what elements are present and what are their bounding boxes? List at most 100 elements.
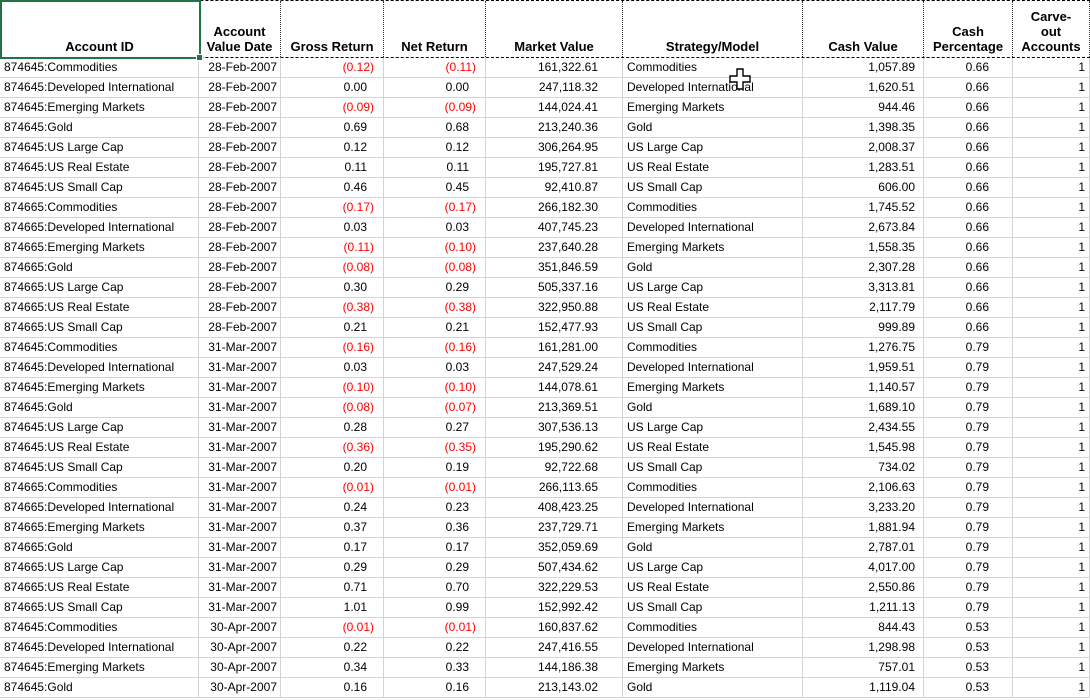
- cell-market_value[interactable]: 306,264.95: [486, 138, 623, 158]
- cell-carve_out_accounts[interactable]: 1: [1013, 178, 1090, 198]
- cell-account_value_date[interactable]: 28-Feb-2007: [199, 278, 281, 298]
- cell-account_id[interactable]: 874645:Emerging Markets: [0, 658, 199, 678]
- cell-strategy_model[interactable]: Gold: [623, 678, 803, 698]
- cell-carve_out_accounts[interactable]: 1: [1013, 638, 1090, 658]
- cell-strategy_model[interactable]: Commodities: [623, 58, 803, 78]
- cell-cash_percentage[interactable]: 0.79: [924, 518, 1013, 538]
- cell-cash_value[interactable]: 844.43: [803, 618, 924, 638]
- cell-cash_percentage[interactable]: 0.79: [924, 378, 1013, 398]
- cell-carve_out_accounts[interactable]: 1: [1013, 598, 1090, 618]
- cell-cash_percentage[interactable]: 0.66: [924, 58, 1013, 78]
- cell-gross_return[interactable]: 0.24: [281, 498, 384, 518]
- cell-strategy_model[interactable]: Commodities: [623, 478, 803, 498]
- cell-cash_percentage[interactable]: 0.79: [924, 478, 1013, 498]
- cell-account_value_date[interactable]: 31-Mar-2007: [199, 378, 281, 398]
- cell-net_return[interactable]: 0.29: [384, 278, 486, 298]
- cell-cash_value[interactable]: 1,283.51: [803, 158, 924, 178]
- cell-account_value_date[interactable]: 30-Apr-2007: [199, 618, 281, 638]
- cell-market_value[interactable]: 407,745.23: [486, 218, 623, 238]
- cell-gross_return[interactable]: 0.16: [281, 678, 384, 698]
- cell-account_id[interactable]: 874665:US Large Cap: [0, 558, 199, 578]
- cell-market_value[interactable]: 160,837.62: [486, 618, 623, 638]
- cell-market_value[interactable]: 237,729.71: [486, 518, 623, 538]
- cell-account_value_date[interactable]: 31-Mar-2007: [199, 578, 281, 598]
- cell-cash_value[interactable]: 2,550.86: [803, 578, 924, 598]
- cell-gross_return[interactable]: (0.17): [281, 198, 384, 218]
- cell-strategy_model[interactable]: US Real Estate: [623, 578, 803, 598]
- cell-gross_return[interactable]: 0.03: [281, 358, 384, 378]
- cell-account_value_date[interactable]: 31-Mar-2007: [199, 558, 281, 578]
- cell-market_value[interactable]: 505,337.16: [486, 278, 623, 298]
- cell-cash_percentage[interactable]: 0.79: [924, 398, 1013, 418]
- cell-gross_return[interactable]: 0.21: [281, 318, 384, 338]
- cell-cash_percentage[interactable]: 0.66: [924, 78, 1013, 98]
- cell-cash_percentage[interactable]: 0.66: [924, 238, 1013, 258]
- cell-gross_return[interactable]: (0.36): [281, 438, 384, 458]
- cell-carve_out_accounts[interactable]: 1: [1013, 238, 1090, 258]
- cell-cash_value[interactable]: 2,117.79: [803, 298, 924, 318]
- column-header-account-value-date[interactable]: Account Value Date: [199, 1, 281, 57]
- cell-cash_percentage[interactable]: 0.79: [924, 558, 1013, 578]
- cell-net_return[interactable]: (0.01): [384, 618, 486, 638]
- cell-cash_value[interactable]: 1,298.98: [803, 638, 924, 658]
- cell-cash_value[interactable]: 2,787.01: [803, 538, 924, 558]
- cell-strategy_model[interactable]: Emerging Markets: [623, 238, 803, 258]
- cell-strategy_model[interactable]: Gold: [623, 398, 803, 418]
- cell-strategy_model[interactable]: US Large Cap: [623, 278, 803, 298]
- cell-gross_return[interactable]: (0.11): [281, 238, 384, 258]
- cell-strategy_model[interactable]: Gold: [623, 258, 803, 278]
- cell-net_return[interactable]: 0.70: [384, 578, 486, 598]
- cell-carve_out_accounts[interactable]: 1: [1013, 438, 1090, 458]
- cell-cash_value[interactable]: 1,620.51: [803, 78, 924, 98]
- cell-cash_value[interactable]: 1,140.57: [803, 378, 924, 398]
- cell-carve_out_accounts[interactable]: 1: [1013, 198, 1090, 218]
- cell-strategy_model[interactable]: US Small Cap: [623, 458, 803, 478]
- cell-gross_return[interactable]: 0.71: [281, 578, 384, 598]
- cell-market_value[interactable]: 237,640.28: [486, 238, 623, 258]
- cell-net_return[interactable]: (0.38): [384, 298, 486, 318]
- cell-cash_value[interactable]: 999.89: [803, 318, 924, 338]
- cell-account_id[interactable]: 874645:Emerging Markets: [0, 378, 199, 398]
- cell-cash_percentage[interactable]: 0.66: [924, 298, 1013, 318]
- column-header-strategy-model[interactable]: Strategy/Model: [623, 1, 803, 57]
- cell-strategy_model[interactable]: US Small Cap: [623, 318, 803, 338]
- cell-cash_value[interactable]: 1,545.98: [803, 438, 924, 458]
- cell-account_value_date[interactable]: 28-Feb-2007: [199, 158, 281, 178]
- cell-account_id[interactable]: 874645:Developed International: [0, 78, 199, 98]
- cell-market_value[interactable]: 144,024.41: [486, 98, 623, 118]
- cell-account_id[interactable]: 874665:US Small Cap: [0, 318, 199, 338]
- cell-cash_percentage[interactable]: 0.79: [924, 458, 1013, 478]
- cell-gross_return[interactable]: 0.12: [281, 138, 384, 158]
- cell-cash_value[interactable]: 2,434.55: [803, 418, 924, 438]
- cell-cash_value[interactable]: 1,057.89: [803, 58, 924, 78]
- cell-strategy_model[interactable]: US Large Cap: [623, 418, 803, 438]
- cell-account_value_date[interactable]: 28-Feb-2007: [199, 98, 281, 118]
- cell-account_value_date[interactable]: 28-Feb-2007: [199, 318, 281, 338]
- cell-account_id[interactable]: 874665:Commodities: [0, 478, 199, 498]
- cell-gross_return[interactable]: 0.17: [281, 538, 384, 558]
- cell-cash_value[interactable]: 606.00: [803, 178, 924, 198]
- column-header-account-id[interactable]: Account ID: [65, 39, 134, 54]
- cell-cash_value[interactable]: 1,119.04: [803, 678, 924, 698]
- cell-account_id[interactable]: 874665:US Real Estate: [0, 578, 199, 598]
- cell-carve_out_accounts[interactable]: 1: [1013, 558, 1090, 578]
- cell-net_return[interactable]: (0.10): [384, 238, 486, 258]
- cell-carve_out_accounts[interactable]: 1: [1013, 138, 1090, 158]
- cell-account_id[interactable]: 874665:Developed International: [0, 498, 199, 518]
- cell-strategy_model[interactable]: Emerging Markets: [623, 378, 803, 398]
- column-header-net-return[interactable]: Net Return: [384, 1, 486, 57]
- cell-carve_out_accounts[interactable]: 1: [1013, 358, 1090, 378]
- cell-cash_percentage[interactable]: 0.79: [924, 338, 1013, 358]
- cell-cash_value[interactable]: 1,689.10: [803, 398, 924, 418]
- cell-cash_percentage[interactable]: 0.66: [924, 138, 1013, 158]
- cell-account_id[interactable]: 874645:US Small Cap: [0, 458, 199, 478]
- cell-carve_out_accounts[interactable]: 1: [1013, 418, 1090, 438]
- cell-carve_out_accounts[interactable]: 1: [1013, 478, 1090, 498]
- column-header-carve-out-accounts[interactable]: Carve- out Accounts: [1013, 1, 1090, 57]
- cell-account_id[interactable]: 874645:Gold: [0, 118, 199, 138]
- cell-account_id[interactable]: 874665:US Real Estate: [0, 298, 199, 318]
- cell-carve_out_accounts[interactable]: 1: [1013, 318, 1090, 338]
- cell-account_value_date[interactable]: 30-Apr-2007: [199, 638, 281, 658]
- cell-cash_percentage[interactable]: 0.66: [924, 318, 1013, 338]
- cell-gross_return[interactable]: 0.28: [281, 418, 384, 438]
